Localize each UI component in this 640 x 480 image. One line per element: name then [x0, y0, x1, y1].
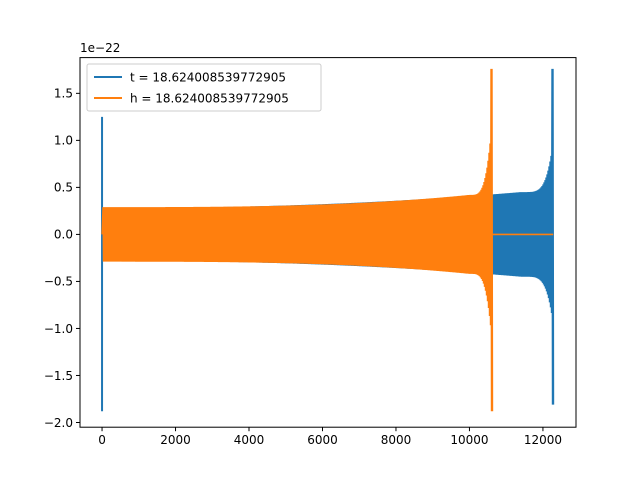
y-tick-label: −1.0	[44, 322, 73, 336]
y-axis: −2.0 −1.5 −1.0 −0.5 0.0 0.5 1.0 1.5	[44, 87, 80, 430]
y-tick-label: 1.0	[54, 134, 73, 148]
y-scale-label: 1e−22	[80, 41, 120, 55]
x-tick-label: 4000	[234, 433, 265, 447]
x-axis: 0 2000 4000 6000 8000 10000 12000	[98, 427, 562, 447]
y-tick-label: −1.5	[44, 369, 73, 383]
y-tick-label: −0.5	[44, 275, 73, 289]
series-h-line	[101, 68, 494, 412]
legend-label-h: h = 18.624008539772905	[130, 92, 289, 106]
x-tick-label: 12000	[524, 433, 562, 447]
legend-box	[86, 63, 322, 112]
plot-frame	[79, 57, 577, 428]
y-tick-label: 0.5	[54, 181, 73, 195]
x-tick-label: 10000	[450, 433, 488, 447]
y-tick-label: 1.5	[54, 87, 73, 101]
x-tick-label: 0	[98, 433, 106, 447]
x-tick-label: 8000	[381, 433, 412, 447]
y-tick-label: 0.0	[54, 228, 73, 242]
x-tick-label: 6000	[307, 433, 338, 447]
legend-label-t: t = 18.624008539772905	[130, 71, 286, 85]
series-h	[101, 68, 554, 412]
legend: t = 18.624008539772905 h = 18.6240085397…	[86, 63, 322, 112]
x-tick-label: 2000	[160, 433, 191, 447]
y-tick-label: −2.0	[44, 416, 73, 430]
